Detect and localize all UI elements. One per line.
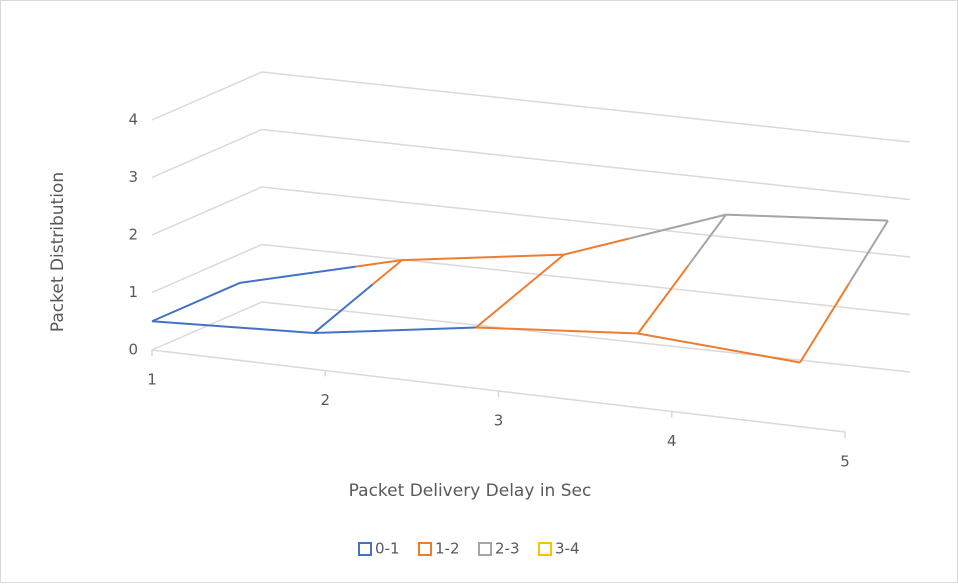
x-tick-label: 1 xyxy=(147,371,157,389)
surface-edge xyxy=(401,253,565,262)
y-tick-label: 1 xyxy=(128,283,138,301)
surface-edge xyxy=(372,259,403,286)
surface-edge xyxy=(313,326,477,334)
y-tick-label: 2 xyxy=(128,226,138,244)
legend-swatch xyxy=(418,542,432,556)
surface-edge xyxy=(475,253,565,329)
y-tick-label: 4 xyxy=(128,111,138,129)
y-tick-label: 3 xyxy=(128,168,138,186)
y-tick-label: 0 xyxy=(128,341,138,359)
surface-edge xyxy=(313,283,374,334)
surface-edge xyxy=(475,326,639,335)
grid-line xyxy=(151,243,911,316)
x-tick-label: 5 xyxy=(840,453,850,471)
grid-line xyxy=(151,71,911,143)
grid-line xyxy=(151,186,911,258)
y-axis-title: Packet Distribution xyxy=(48,172,68,332)
legend-label: 0-1 xyxy=(375,540,400,558)
legend-swatch xyxy=(358,542,372,556)
legend-label: 2-3 xyxy=(495,540,520,558)
surface-edge xyxy=(151,320,315,334)
x-tick-label: 3 xyxy=(494,412,504,430)
surface-edge xyxy=(239,265,356,284)
x-tick-label: 2 xyxy=(320,391,330,409)
x-axis-title: Packet Delivery Delay in Sec xyxy=(349,481,592,501)
surface-edge xyxy=(848,220,889,285)
surface-edge xyxy=(355,259,403,268)
surface-edge xyxy=(799,283,850,364)
surface-edge xyxy=(637,264,690,335)
x-tick-label: 4 xyxy=(667,432,677,450)
grid-line xyxy=(151,301,911,373)
legend-swatch xyxy=(478,542,492,556)
surface-edge xyxy=(563,237,630,256)
legend-swatch xyxy=(538,542,552,556)
surface-edge xyxy=(151,281,241,323)
legend-label: 1-2 xyxy=(435,540,460,558)
surface-edge xyxy=(628,213,727,240)
surface-edge xyxy=(725,213,889,222)
grid-line xyxy=(151,128,911,201)
surface-edge xyxy=(637,332,801,364)
surface-edge xyxy=(687,214,727,267)
legend-label: 3-4 xyxy=(555,540,580,558)
